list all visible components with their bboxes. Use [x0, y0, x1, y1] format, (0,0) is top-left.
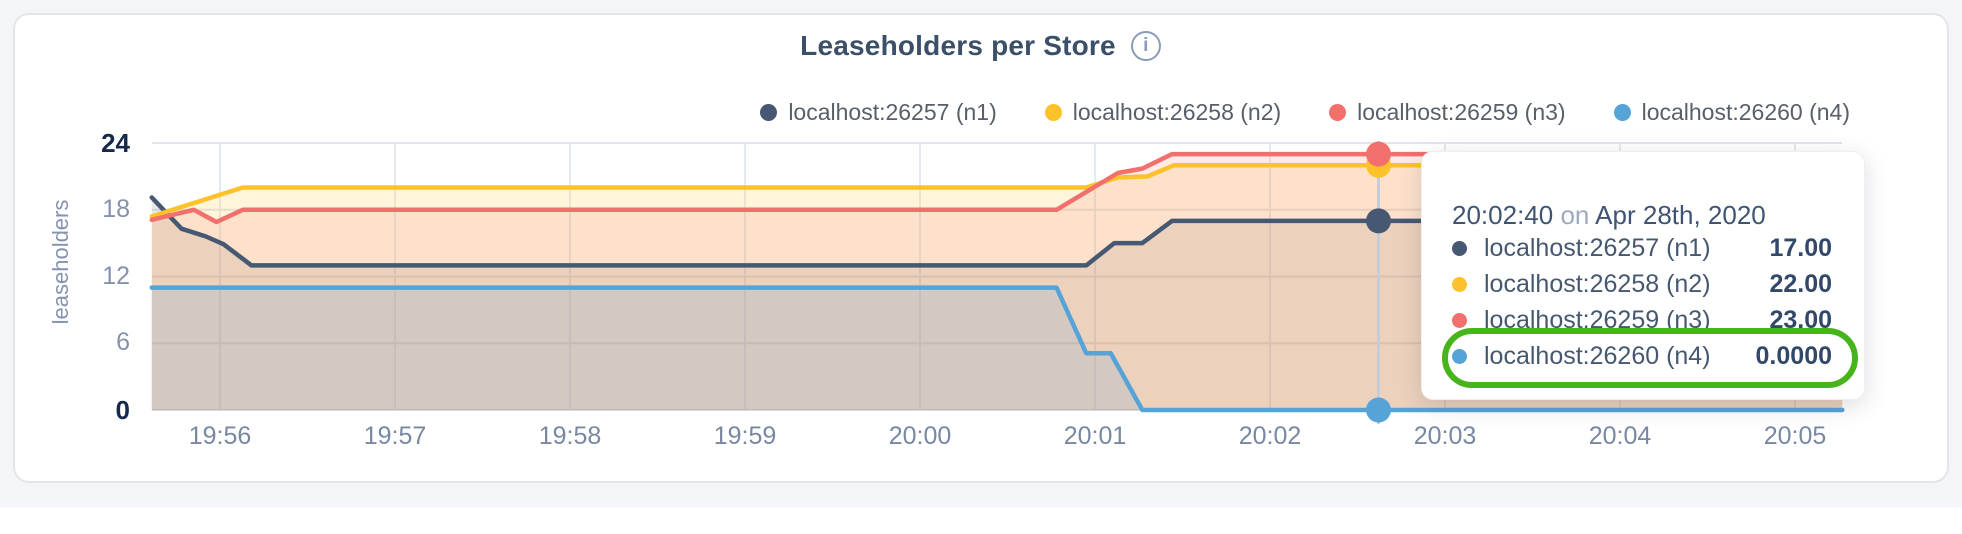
legend-series-dot — [1329, 104, 1347, 121]
tooltip-series-label: localhost:26259 (n3) — [1484, 305, 1711, 334]
tooltip-series-dot — [1452, 348, 1467, 364]
chart-title: Leaseholders per Store — [800, 30, 1116, 61]
x-axis-tick-label: 20:02 — [1238, 422, 1302, 450]
x-axis-tick-label: 20:01 — [1063, 422, 1127, 450]
tooltip-header: 20:02:40 on Apr 28th, 2020 — [1452, 200, 1766, 231]
x-axis-tick-label: 19:57 — [363, 422, 427, 450]
y-axis-tick-label: 24 — [101, 128, 130, 158]
x-axis-tick-label: 20:03 — [1413, 422, 1477, 450]
tooltip-series-value: 23.00 — [1769, 305, 1832, 334]
chart-legend: localhost:26257 (n1) localhost:26258 (n2… — [760, 99, 1850, 126]
x-axis-tick-label: 20:04 — [1588, 422, 1652, 450]
legend-item: localhost:26259 (n3) — [1329, 99, 1566, 126]
x-axis-tick-label: 19:58 — [538, 422, 602, 450]
info-icon[interactable]: i — [1130, 31, 1161, 61]
tooltip-row: localhost:26259 (n3) 23.00 — [1452, 302, 1840, 338]
tooltip-series-dot — [1452, 240, 1467, 256]
tooltip-series-value: 17.00 — [1769, 233, 1832, 262]
y-axis-tick-label: 12 — [102, 261, 130, 290]
tooltip-series-label: localhost:26260 (n4) — [1484, 341, 1711, 370]
tooltip-series-dot — [1452, 276, 1467, 292]
tooltip-on-word: on — [1560, 200, 1590, 230]
legend-series-label: localhost:26260 (n4) — [1641, 99, 1850, 125]
tooltip-rows: localhost:26257 (n1) 17.00 localhost:262… — [1452, 230, 1840, 374]
legend-series-label: localhost:26257 (n1) — [788, 99, 997, 125]
legend-item: localhost:26260 (n4) — [1613, 99, 1850, 126]
legend-series-dot — [1044, 104, 1062, 121]
chart-tooltip: 20:02:40 on Apr 28th, 2020 localhost:262… — [1421, 151, 1865, 400]
tooltip-series-value: 0.0000 — [1755, 341, 1832, 370]
y-axis-tick-label: 18 — [102, 194, 130, 223]
legend-item: localhost:26257 (n1) — [760, 99, 997, 126]
x-axis-tick-label: 20:05 — [1763, 422, 1827, 450]
x-axis-tick-label: 19:59 — [713, 422, 777, 450]
tooltip-date: Apr 28th, 2020 — [1595, 200, 1766, 230]
legend-item: localhost:26258 (n2) — [1044, 99, 1282, 126]
y-axis-title: leaseholders — [48, 199, 73, 325]
legend-series-dot — [1613, 104, 1631, 121]
x-axis-tick-label: 20:00 — [888, 422, 952, 450]
y-axis-tick-label: 6 — [116, 328, 130, 357]
chart-header: Leaseholders per Store i — [13, 30, 1948, 62]
legend-series-label: localhost:26259 (n3) — [1357, 99, 1566, 125]
legend-series-dot — [760, 104, 778, 121]
tooltip-series-label: localhost:26257 (n1) — [1484, 233, 1711, 262]
legend-series-label: localhost:26258 (n2) — [1072, 99, 1282, 125]
tooltip-series-dot — [1452, 312, 1467, 328]
x-axis-tick-label: 19:56 — [188, 422, 252, 450]
tooltip-row: localhost:26258 (n2) 22.00 — [1452, 266, 1840, 302]
tooltip-row: localhost:26257 (n1) 17.00 — [1452, 230, 1840, 266]
tooltip-time: 20:02:40 — [1452, 200, 1554, 230]
tooltip-series-label: localhost:26258 (n2) — [1484, 269, 1711, 298]
tooltip-row: localhost:26260 (n4) 0.0000 — [1452, 338, 1840, 374]
y-axis-tick-label: 0 — [115, 395, 130, 425]
tooltip-series-value: 22.00 — [1769, 269, 1832, 298]
